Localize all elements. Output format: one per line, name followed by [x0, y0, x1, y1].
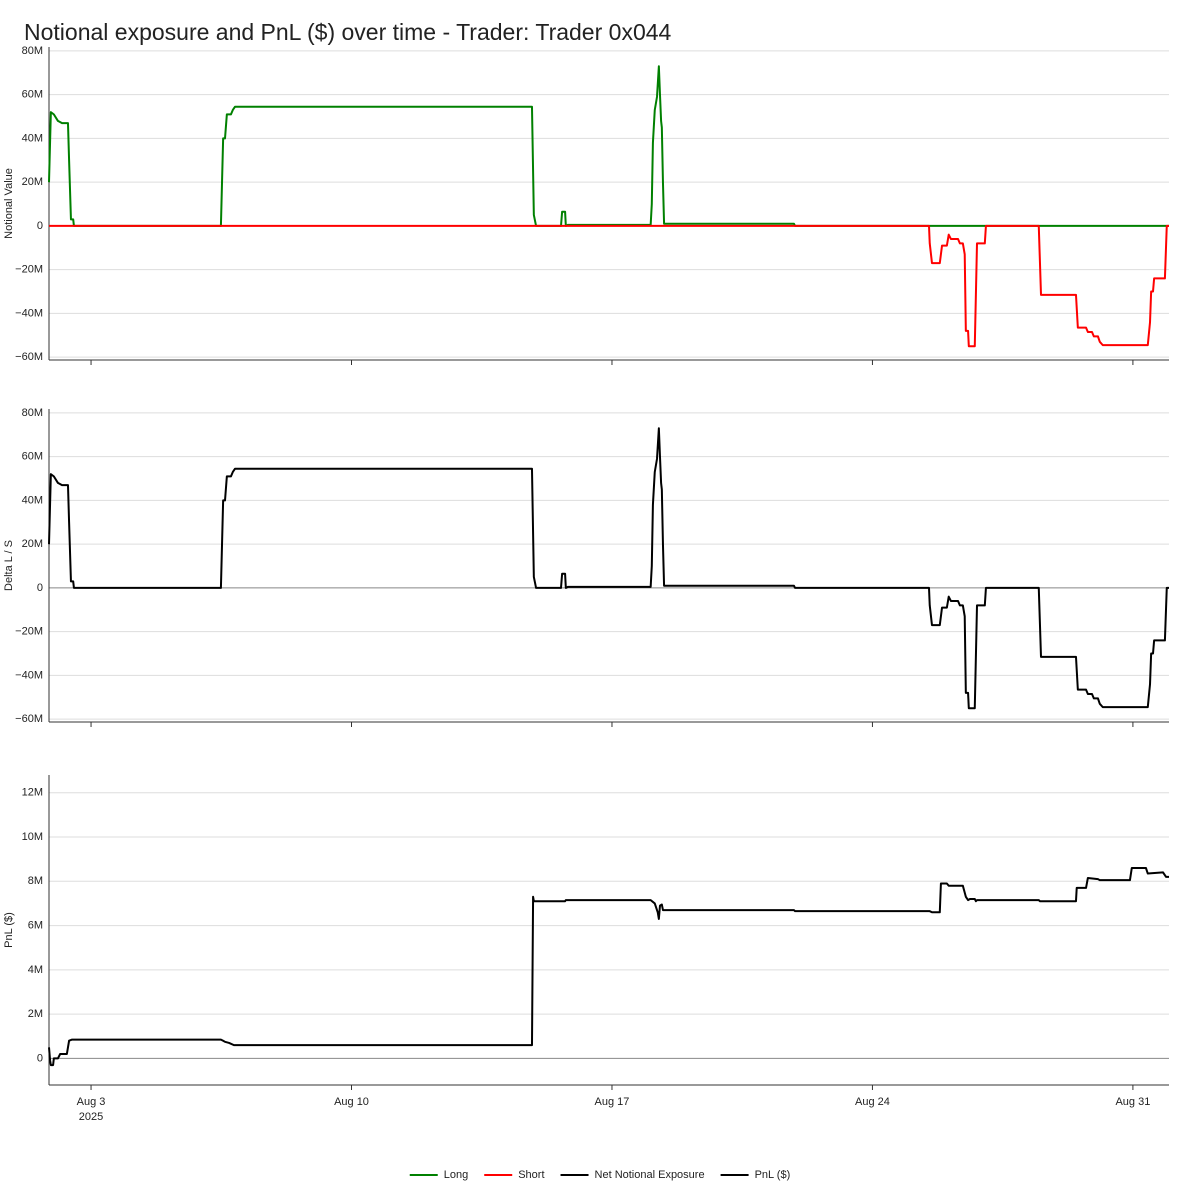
x-tick-label: Aug 17	[595, 1096, 630, 1108]
y-axis-title: Delta L / S	[3, 540, 15, 591]
y-tick-label: 80M	[22, 45, 43, 57]
legend-label: Long	[444, 1169, 468, 1181]
y-tick-label: 2M	[28, 1008, 43, 1020]
y-tick-label: −20M	[15, 626, 43, 638]
y-axis-title: Notional Value	[3, 168, 15, 239]
y-tick-label: −40M	[15, 669, 43, 681]
y-tick-label: 60M	[22, 451, 43, 463]
y-tick-label: 0	[37, 1052, 43, 1064]
y-tick-label: 20M	[22, 538, 43, 550]
y-tick-label: 80M	[22, 407, 43, 419]
y-axis-title: PnL ($)	[3, 912, 15, 948]
series-line	[48, 867, 1169, 1067]
y-tick-label: 0	[37, 220, 43, 232]
series-line	[48, 65, 1169, 227]
x-tick-label: Aug 31	[1115, 1096, 1150, 1108]
series-line	[48, 427, 1169, 710]
chart-title: Notional exposure and PnL ($) over time …	[24, 19, 672, 45]
y-tick-label: −20M	[15, 264, 43, 276]
y-tick-label: 6M	[28, 919, 43, 931]
y-tick-label: 10M	[22, 831, 43, 843]
y-tick-label: 40M	[22, 494, 43, 506]
y-tick-label: −60M	[15, 351, 43, 363]
y-tick-label: 40M	[22, 132, 43, 144]
y-tick-label: 4M	[28, 964, 43, 976]
x-tick-label: Aug 10	[334, 1096, 369, 1108]
x-tick-label: Aug 3 2025	[77, 1096, 106, 1123]
y-tick-label: −60M	[15, 713, 43, 725]
legend-label: Net Notional Exposure	[595, 1169, 705, 1181]
y-tick-label: 20M	[22, 176, 43, 188]
y-tick-label: 0	[37, 582, 43, 594]
y-tick-label: −40M	[15, 307, 43, 319]
x-tick-label: Aug 24	[855, 1096, 890, 1108]
y-tick-label: 60M	[22, 89, 43, 101]
legend-label: PnL ($)	[755, 1169, 791, 1181]
legend-label: Short	[518, 1169, 544, 1181]
y-tick-label: 12M	[22, 787, 43, 799]
y-tick-label: 8M	[28, 875, 43, 887]
series-line	[49, 224, 1169, 348]
